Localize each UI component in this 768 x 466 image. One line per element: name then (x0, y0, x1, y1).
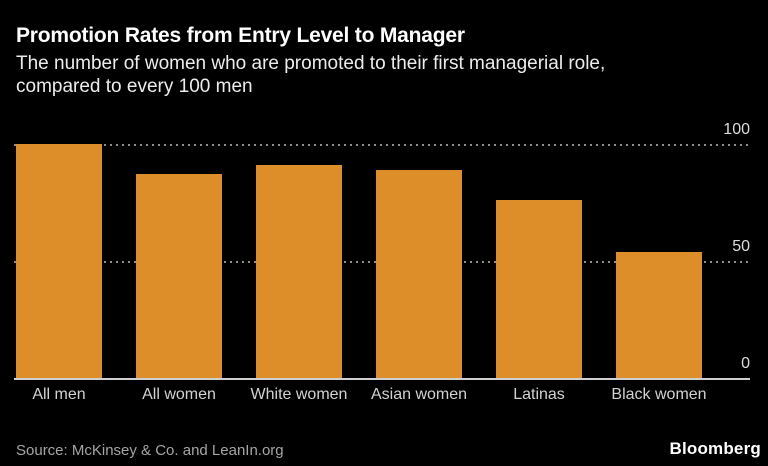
bloomberg-logo: Bloomberg (669, 439, 761, 458)
source-note: Source: McKinsey & Co. and LeanIn.org (16, 442, 284, 459)
bar-white-women (256, 165, 342, 378)
bar-all-women (136, 174, 222, 378)
plot-area: 0 50 100 All men All women White women Asian w… (14, 121, 750, 403)
x-axis-baseline (14, 378, 750, 380)
x-label-all-women: All women (142, 386, 216, 403)
x-label-black-women: Black women (611, 386, 707, 403)
x-label-asian-women: Asian women (370, 386, 468, 403)
chart-subtitle-line-1: The number of women who are promoted to … (16, 53, 606, 74)
bar-latinas (496, 200, 582, 378)
x-label-latinas: Latinas (513, 386, 565, 403)
y-tick-label-100: 100 (723, 121, 750, 138)
chart-subtitle: The number of women who are promoted to … (16, 52, 605, 98)
gridline-100 (14, 144, 750, 146)
y-tick-label-0: 0 (741, 355, 750, 372)
x-label-all-men: All men (32, 386, 86, 403)
bar-black-women (616, 251, 702, 378)
bar-all-men (16, 144, 102, 378)
chart-title: Promotion Rates from Entry Level to Mana… (16, 24, 465, 47)
y-tick-label-50: 50 (732, 238, 750, 255)
chart-subtitle-line-2: compared to every 100 men (16, 76, 253, 97)
bar-asian-women (376, 169, 462, 378)
x-label-white-women: White women (250, 386, 348, 403)
